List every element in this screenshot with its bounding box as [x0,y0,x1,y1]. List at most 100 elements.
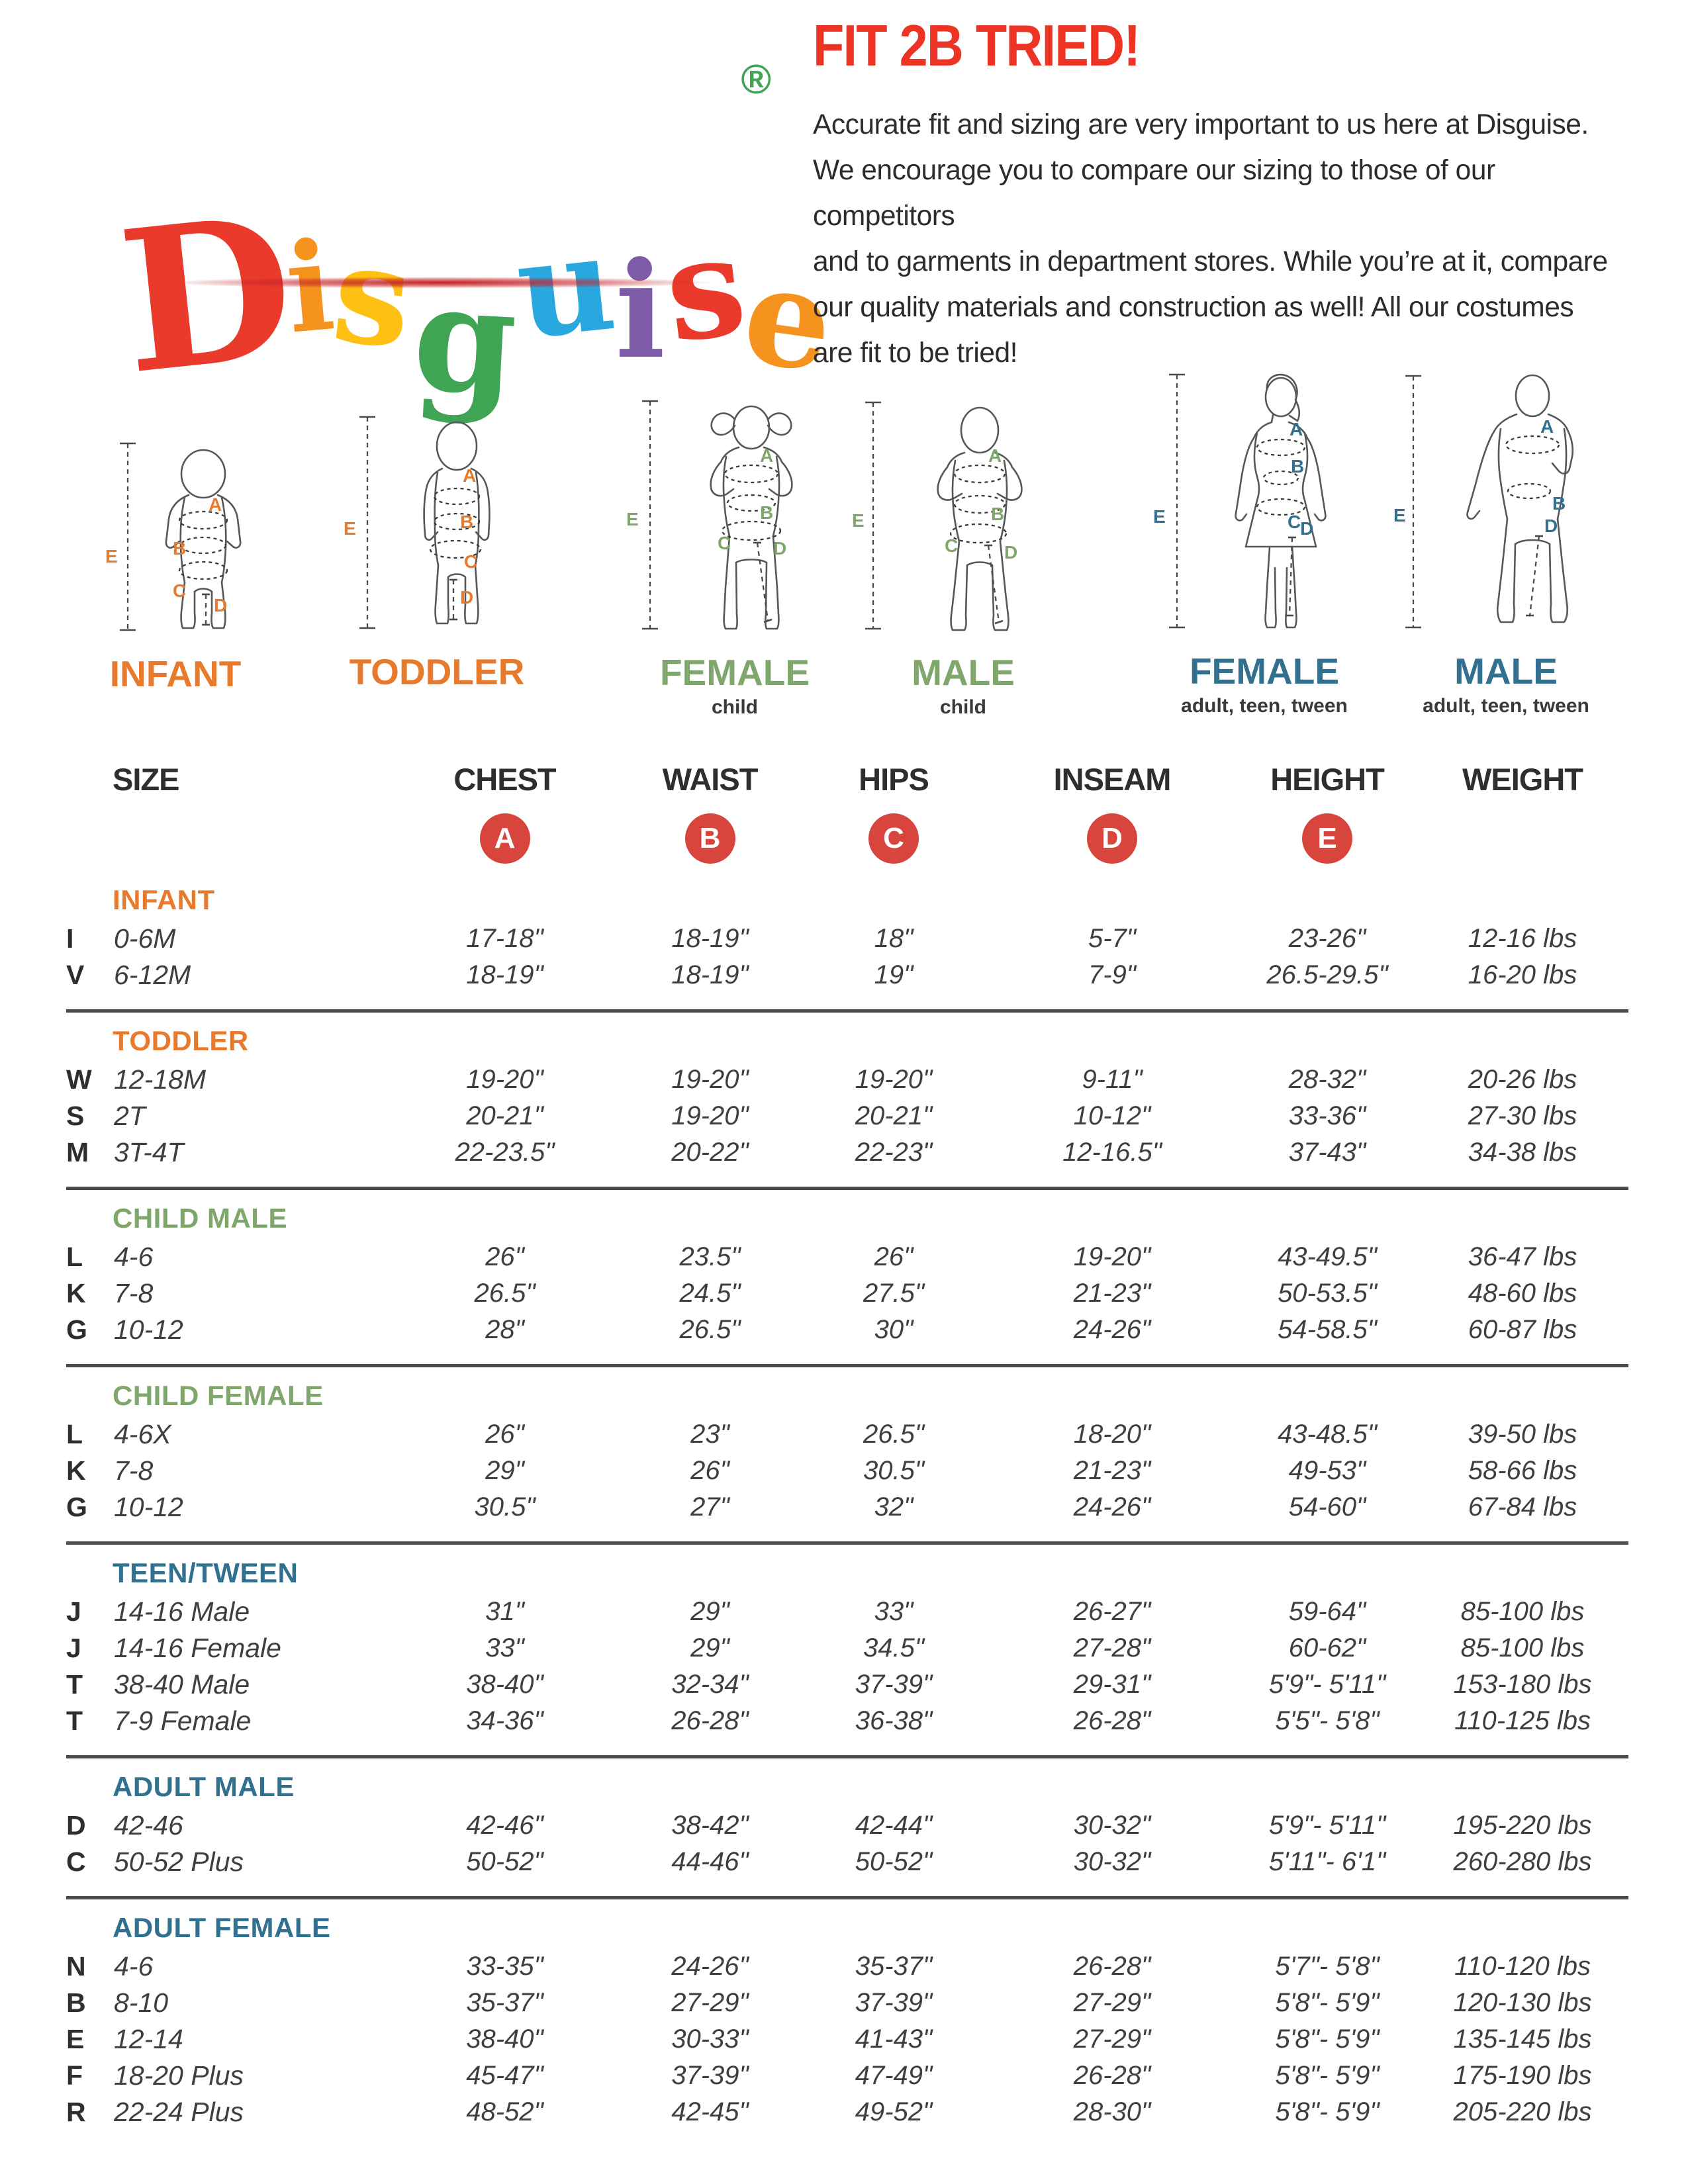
cell-size-label: 18-20 Plus [114,2060,244,2091]
height-letter: E [1153,506,1166,527]
column-header-waist: WAIST [662,762,759,797]
table-row: N 4-6 33-35" 24-26" 35-37" 26-28" 5'7"- 5'8" 11… [66,1948,1628,1985]
cell-waist: 44-46" [671,1847,749,1876]
cell-height: 5'9"- 5'11" [1268,1811,1386,1840]
cell-weight: 48-60 lbs [1468,1279,1577,1308]
table-row: J 14-16 Male 31" 29" 33" 26-27" 59-64" 85-100 l… [66,1594,1628,1630]
cell-inseam: 30-32" [1073,1811,1151,1840]
waist-letter: B [991,504,1004,524]
table-row: G 10-12 28" 26.5" 30" 24-26" 54-58.5" 60-87 lbs [66,1312,1628,1348]
cell-height: 37-43" [1288,1138,1366,1167]
cell-size-label: 4-6 [114,1242,154,1272]
chest-letter: A [988,445,1002,466]
cell-size-label: 7-9 Female [114,1706,252,1736]
cell-size-label: 4-6 [114,1951,154,1981]
cell-hips: 36-38" [855,1706,933,1735]
cell-height: 5'11"- 6'1" [1268,1847,1386,1876]
figure-sublabel-female-adult: adult, teen, tween [1181,695,1348,717]
section-header: INFANT [113,884,215,915]
height-letter: E [852,510,865,531]
cell-waist: 32-34" [671,1670,749,1699]
table-row: E 12-14 38-40" 30-33" 41-43" 27-29" 5'8"- 5'9"… [66,2021,1628,2058]
cell-size-code: T [66,1669,83,1700]
cell-inseam: 24-26" [1073,1492,1151,1522]
female-child-illustration: A B C D E [626,400,793,630]
inseam-measure-line [753,541,773,623]
section-separator [66,1009,1628,1013]
cell-size-label: 12-14 [114,2024,183,2054]
hips-badge-c: C [868,813,919,864]
height-letter: E [105,546,118,567]
cell-height: 5'8"- 5'9" [1275,1988,1380,2017]
cell-waist: 30-33" [671,2025,749,2054]
section-header: ADULT MALE [113,1771,295,1802]
cell-waist: 29" [690,1633,729,1662]
cell-hips: 41-43" [855,2025,933,2054]
cell-chest: 26.5" [474,1279,536,1308]
figure-sublabel-male-child: child [939,696,986,718]
waist-badge-b: B [684,813,735,864]
cell-height: 33-36" [1288,1101,1366,1130]
cell-weight: 60-87 lbs [1468,1315,1577,1344]
table-row: L 4-6 26" 23.5" 26" 19-20" 43-49.5" 36-47 lbs [66,1239,1628,1275]
height-letter: E [626,509,639,529]
cell-weight: 205-220 lbs [1453,2097,1592,2126]
cell-chest: 48-52" [466,2097,543,2126]
cell-height: 26.5-29.5" [1266,960,1388,989]
cell-height: 5'8"- 5'9" [1275,2097,1380,2126]
cell-inseam: 30-32" [1073,1847,1151,1876]
cell-size-code: J [66,1633,81,1663]
table-row: B 8-10 35-37" 27-29" 37-39" 27-29" 5'8"- 5'9" 1… [66,1985,1628,2021]
cell-waist: 26.5" [679,1315,741,1344]
cell-hips: 26" [874,1242,914,1271]
cell-hips: 19" [874,960,914,989]
cell-size-code: F [66,2060,83,2091]
height-measure-line [120,442,136,631]
measure-ellipses [178,510,228,580]
figure-male-child: A B C D E MALE child [851,397,1076,719]
cell-chest: 18-19" [466,960,543,989]
cell-waist: 38-42" [671,1811,749,1840]
male-adult-illustration: A B D E [1393,374,1574,629]
cell-hips: 42-44" [855,1811,933,1840]
waist-letter: B [760,502,773,523]
inseam-measure-line [449,578,457,621]
cell-size-label: 12-18M [114,1064,207,1095]
infant-illustration: A B C D E [105,442,242,631]
cell-height: 59-64" [1288,1597,1366,1626]
cell-height: 28-32" [1288,1065,1366,1094]
cell-size-code: D [66,1810,86,1841]
section-header: CHILD FEMALE [113,1380,324,1411]
height-measure-line [359,416,375,629]
table-row: F 18-20 Plus 45-47" 37-39" 47-49" 26-28" 5'8"-… [66,2058,1628,2094]
section-separator [66,1364,1628,1367]
hips-letter: C [1288,512,1301,532]
table-row: L 4-6X 26" 23" 26.5" 18-20" 43-48.5" 39-50 lbs [66,1416,1628,1453]
column-header-chest: CHEST [453,762,556,797]
cell-hips: 18" [874,924,914,953]
cell-chest: 45-47" [466,2061,543,2090]
table-row: K 7-8 29" 26" 30.5" 21-23" 49-53" 58-66 lbs [66,1453,1628,1489]
figure-label-female-child: FEMALE [659,652,810,693]
cell-weight: 110-120 lbs [1454,1952,1591,1981]
height-measure-line [642,400,658,630]
waist-letter: B [460,512,473,532]
male-adult-body-outline [1466,374,1574,623]
cell-weight: 260-280 lbs [1453,1847,1592,1876]
cell-waist: 37-39" [671,2061,749,2090]
cell-waist: 23.5" [679,1242,741,1271]
logo-registered-mark: ® [741,57,771,103]
cell-height: 60-62" [1288,1633,1366,1662]
chest-letter: A [1540,416,1554,437]
cell-inseam: 10-12" [1073,1101,1151,1130]
cell-hips: 49-52" [855,2097,933,2126]
cell-hips: 20-21" [855,1101,933,1130]
cell-size-label: 7-8 [114,1278,154,1308]
cell-waist: 29" [690,1597,729,1626]
inseam-measure-line [984,544,1004,625]
cell-weight: 120-130 lbs [1453,1988,1592,2017]
measure-ellipses [1256,438,1306,516]
cell-size-label: 42-46 [114,1810,183,1841]
cell-inseam: 21-23" [1073,1279,1151,1308]
cell-waist: 26" [690,1456,729,1485]
